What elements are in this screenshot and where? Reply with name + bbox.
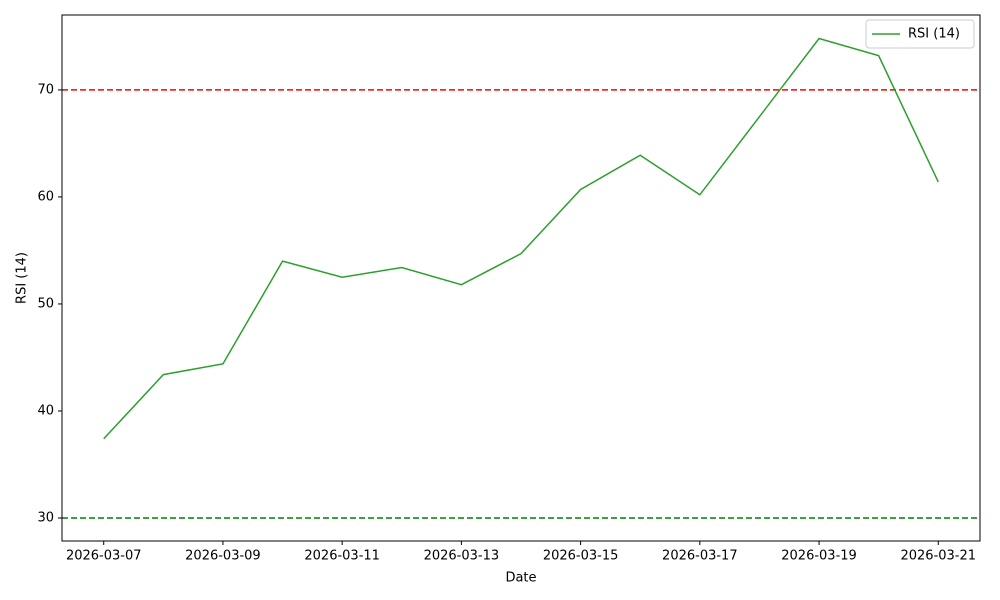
y-tick-label: 60 xyxy=(37,189,54,204)
y-axis-label: RSI (14) xyxy=(15,252,30,304)
y-tick-label: 30 xyxy=(37,510,54,525)
legend-box xyxy=(865,19,975,49)
x-tick-label: 2026-03-13 xyxy=(424,549,500,564)
x-tick-label: 2026-03-11 xyxy=(304,549,380,564)
x-tick-label: 2026-03-09 xyxy=(185,549,261,564)
x-tick-label: 2026-03-17 xyxy=(662,549,738,564)
legend-label: RSI (14) xyxy=(908,27,960,42)
legend: RSI (14) xyxy=(865,19,975,49)
plot-frame xyxy=(61,14,981,542)
x-axis-label: Date xyxy=(505,571,536,586)
y-tick-label: 70 xyxy=(37,82,54,97)
x-tick-label: 2026-03-21 xyxy=(900,549,976,564)
x-tick-label: 2026-03-15 xyxy=(543,549,619,564)
series-line xyxy=(103,37,939,440)
x-tick-label: 2026-03-07 xyxy=(66,549,142,564)
y-tick-label: 40 xyxy=(37,403,54,418)
x-tick-label: 2026-03-19 xyxy=(781,549,857,564)
y-tick-label: 50 xyxy=(37,296,54,311)
